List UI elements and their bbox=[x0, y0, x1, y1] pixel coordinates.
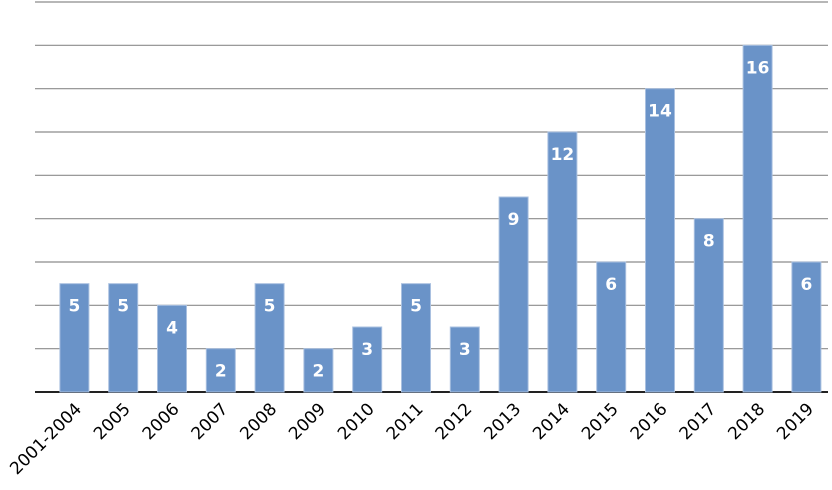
x-tick-label-2012: 2012 bbox=[432, 399, 477, 444]
data-labels: 5 5 4 2 5 2 3 5 3 9 12 6 14 8 16 6 bbox=[68, 58, 812, 381]
data-label-2005: 5 bbox=[117, 297, 129, 317]
bar-2013 bbox=[498, 196, 529, 393]
data-label-2007: 2 bbox=[215, 362, 227, 382]
data-label-2010: 3 bbox=[361, 340, 373, 360]
data-label-2001-2004: 5 bbox=[68, 297, 80, 317]
x-tick-label-2019: 2019 bbox=[773, 399, 818, 444]
bar-2019 bbox=[791, 261, 822, 393]
bar-2008 bbox=[254, 283, 285, 393]
bar-2007 bbox=[205, 348, 236, 393]
bar-2001-2004 bbox=[59, 283, 90, 393]
data-label-2018: 16 bbox=[746, 58, 770, 78]
x-tick-label-2017: 2017 bbox=[676, 399, 721, 444]
bar-2017 bbox=[693, 218, 724, 393]
data-label-2012: 3 bbox=[459, 340, 471, 360]
x-tick-label-2007: 2007 bbox=[188, 399, 233, 444]
x-tick-label-2013: 2013 bbox=[480, 399, 525, 444]
x-tick-label-2009: 2009 bbox=[285, 399, 330, 444]
data-label-2011: 5 bbox=[410, 297, 422, 317]
bar-2015 bbox=[596, 261, 627, 393]
bar-2016 bbox=[645, 88, 675, 393]
data-label-2017: 8 bbox=[703, 232, 715, 252]
bar-2018 bbox=[742, 44, 773, 393]
data-label-2013: 9 bbox=[508, 210, 520, 230]
bar-2006 bbox=[157, 304, 187, 393]
x-tick-label-2016: 2016 bbox=[627, 399, 672, 444]
x-tick-label-2006: 2006 bbox=[139, 399, 184, 444]
bar-2011 bbox=[401, 283, 431, 393]
data-label-2009: 2 bbox=[312, 362, 324, 382]
x-tick-label-2014: 2014 bbox=[529, 399, 574, 444]
data-label-2015: 6 bbox=[605, 275, 617, 295]
bar-2014 bbox=[547, 131, 578, 393]
x-tick-label-2008: 2008 bbox=[236, 399, 281, 444]
x-axis-tick-labels: 2001-2004 2005 2006 2007 2008 2009 2010 2011 201… bbox=[6, 399, 818, 479]
data-label-2008: 5 bbox=[264, 297, 276, 317]
data-label-2014: 12 bbox=[551, 145, 575, 165]
x-tick-label-2010: 2010 bbox=[334, 399, 379, 444]
bar-2010 bbox=[352, 326, 383, 393]
bar-2012 bbox=[449, 326, 480, 393]
x-tick-label-2005: 2005 bbox=[90, 399, 135, 444]
x-tick-label-2018: 2018 bbox=[724, 399, 769, 444]
x-tick-label-2015: 2015 bbox=[578, 399, 623, 444]
x-tick-label-2011: 2011 bbox=[383, 399, 428, 444]
bars bbox=[59, 44, 822, 393]
data-label-2019: 6 bbox=[800, 275, 812, 295]
bar-2009 bbox=[303, 348, 334, 393]
data-label-2006: 4 bbox=[166, 318, 178, 338]
data-label-2016: 14 bbox=[648, 102, 672, 122]
bar-2005 bbox=[108, 283, 139, 393]
x-tick-label-2001-2004: 2001-2004 bbox=[6, 399, 86, 479]
